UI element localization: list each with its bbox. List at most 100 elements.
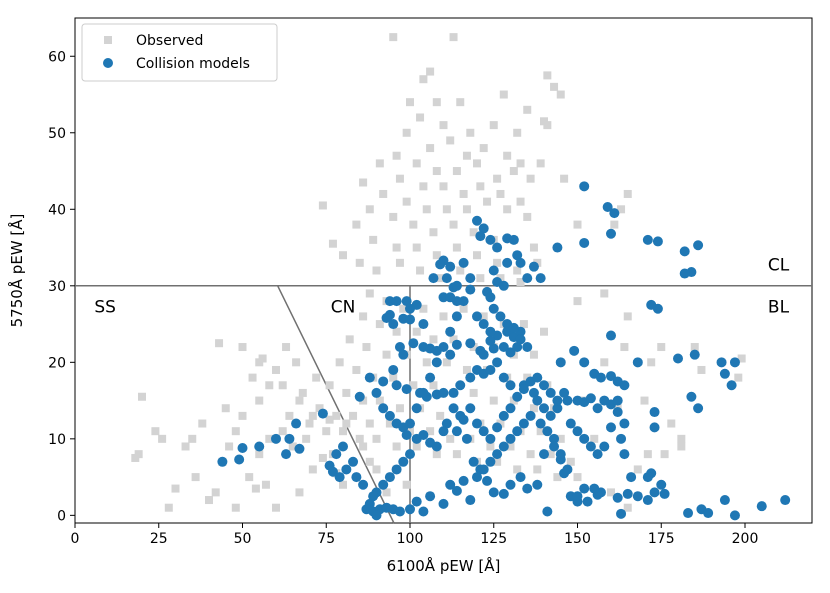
collision-model-point: [411, 403, 422, 414]
observed-point: [459, 304, 468, 313]
collision-model-point: [559, 387, 570, 398]
observed-point: [566, 457, 575, 466]
observed-point: [399, 304, 408, 313]
collision-model-point: [539, 449, 549, 460]
observed-point: [131, 453, 140, 462]
observed-point: [543, 71, 552, 80]
observed-point: [402, 480, 411, 489]
collision-model-point: [341, 464, 352, 475]
observed-point: [690, 343, 699, 352]
observed-point: [536, 159, 545, 168]
collision-model-point: [555, 449, 566, 460]
collision-model-point: [589, 483, 600, 494]
observed-point: [278, 381, 287, 390]
collision-model-point: [528, 387, 539, 398]
observed-point: [573, 297, 582, 306]
observed-point: [516, 197, 525, 206]
collision-model-point: [729, 510, 740, 521]
observed-point: [640, 396, 649, 405]
collision-model-point: [649, 407, 660, 418]
collision-model-point: [572, 491, 583, 502]
collision-model-point: [401, 430, 412, 441]
collision-model-point: [371, 387, 382, 398]
collision-model-point: [418, 387, 429, 398]
collision-model-point: [659, 488, 670, 499]
observed-point: [462, 365, 471, 374]
observed-point: [375, 396, 384, 405]
observed-point: [245, 473, 254, 482]
collision-model-point: [388, 364, 399, 375]
observed-point: [476, 182, 485, 191]
x-tick-label: 200: [732, 531, 759, 547]
observed-point: [339, 427, 347, 436]
collision-model-point: [465, 338, 476, 349]
collision-model-point: [498, 488, 509, 499]
observed-point: [697, 365, 706, 374]
observed-point: [523, 105, 532, 114]
collision-model-point: [411, 496, 422, 507]
collision-model-point: [461, 433, 472, 444]
collision-model-point: [652, 236, 663, 247]
collision-model-point: [512, 342, 523, 353]
collision-model-point: [441, 273, 452, 284]
collision-model-point: [438, 387, 449, 398]
collision-model-point: [445, 261, 456, 272]
observed-point: [429, 228, 438, 237]
collision-model-point: [485, 456, 496, 467]
observed-point: [540, 327, 548, 336]
observed-point: [479, 144, 488, 153]
observed-point: [362, 343, 371, 352]
collision-model-point: [438, 498, 449, 509]
observed-point: [452, 167, 461, 176]
collision-model-point: [394, 506, 405, 517]
collision-model-point: [498, 280, 509, 291]
collision-model-point: [539, 380, 549, 391]
collision-model-point: [569, 345, 580, 356]
collision-model-point: [465, 284, 476, 295]
observed-point: [265, 434, 274, 443]
collision-model-point: [405, 504, 415, 515]
observed-point: [677, 442, 686, 451]
collision-model-point: [532, 372, 543, 383]
x-tick-label: 0: [71, 531, 80, 547]
collision-model-point: [217, 456, 228, 467]
observed-point: [345, 335, 354, 344]
observed-point: [352, 365, 361, 374]
collision-model-point: [539, 403, 549, 414]
collision-model-point: [756, 501, 767, 512]
collision-model-point: [619, 449, 630, 460]
observed-point: [251, 484, 260, 493]
observed-point: [342, 388, 351, 397]
collision-model-point: [425, 372, 436, 383]
x-tick-label: 75: [317, 531, 335, 547]
collision-model-point: [649, 487, 660, 498]
observed-point: [412, 243, 421, 252]
observed-point: [288, 442, 297, 451]
observed-point: [432, 98, 441, 107]
collision-model-point: [465, 273, 476, 284]
observed-point: [516, 159, 525, 168]
region-boundaries: [75, 285, 812, 524]
collision-model-point: [612, 492, 623, 503]
collision-model-point: [719, 368, 730, 379]
observed-point: [188, 434, 197, 443]
collision-model-point: [498, 410, 509, 421]
collision-model-point: [381, 312, 392, 323]
collision-model-point: [522, 273, 533, 284]
collision-model-point: [505, 433, 516, 444]
collision-model-point: [619, 380, 630, 391]
collision-model-point: [542, 426, 553, 437]
observed-point: [406, 98, 414, 107]
collision-model-point: [391, 464, 402, 475]
observed-point: [365, 205, 374, 214]
x-tick-label: 100: [397, 531, 424, 547]
collision-model-point: [428, 273, 439, 284]
observed-point: [657, 343, 666, 352]
observed-point: [617, 205, 626, 214]
observed-point: [436, 411, 445, 420]
observed-point: [469, 228, 478, 237]
collision-model-point: [378, 479, 389, 490]
collision-model-point: [458, 414, 469, 425]
collision-model-point: [408, 338, 419, 349]
collision-model-point: [378, 403, 389, 414]
